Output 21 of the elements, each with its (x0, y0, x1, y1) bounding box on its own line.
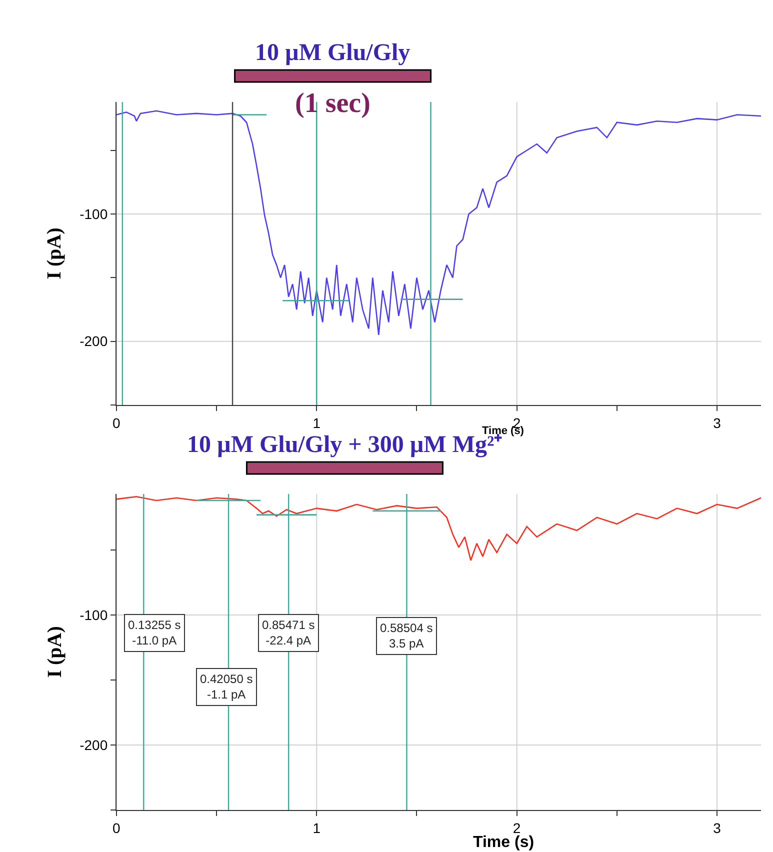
chart-title: 10 µM Glu/Gly (255, 40, 410, 66)
x-tick-label: 2 (512, 820, 521, 836)
y-tick-label: -200 (80, 333, 108, 350)
y-axis-title: I (pA) (44, 626, 66, 678)
x-tick-label: 1 (312, 820, 321, 836)
x-tick-label: 3 (713, 820, 722, 836)
line-series (116, 496, 762, 561)
x-tick-label: 0 (112, 820, 121, 836)
x-tick-label: 3 (713, 414, 722, 431)
x-tick-label: 1 (312, 414, 321, 431)
y-tick-label: -200 (80, 736, 108, 753)
y-tick-label: -100 (80, 606, 108, 623)
annotation: 0.42050 s -1.1 pA (200, 672, 253, 702)
y-axis-title: I (pA) (43, 228, 66, 280)
y-tick-label: -100 (80, 206, 108, 222)
annotation: 0.85471 s -22.4 pA (262, 618, 315, 648)
x-tick-label: 0 (112, 414, 121, 431)
annotation: 0.58504 s 3.5 pA (380, 621, 433, 651)
x-axis-title: Time (s) (473, 834, 534, 851)
annotation: 0.13255 s -11.0 pA (128, 618, 181, 648)
annotation: (1 sec) (295, 88, 370, 119)
